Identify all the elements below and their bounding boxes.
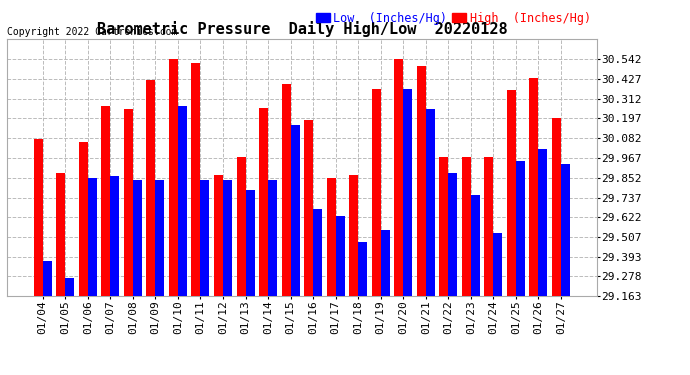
Bar	[484, 158, 493, 296]
Bar	[561, 164, 570, 296]
Bar	[290, 125, 299, 296]
Bar	[358, 242, 367, 296]
Bar	[155, 180, 164, 296]
Bar	[268, 180, 277, 296]
Bar	[349, 175, 358, 296]
Bar	[462, 158, 471, 296]
Bar	[101, 106, 110, 296]
Bar	[133, 180, 142, 296]
Bar	[538, 149, 547, 296]
Bar	[246, 190, 255, 296]
Bar	[529, 78, 538, 296]
Bar	[493, 233, 502, 296]
Bar	[214, 175, 223, 296]
Bar	[43, 261, 52, 296]
Bar	[124, 110, 133, 296]
Bar	[403, 89, 413, 296]
Bar	[223, 180, 232, 296]
Bar	[178, 106, 187, 296]
Bar	[146, 80, 155, 296]
Bar	[335, 216, 345, 296]
Bar	[88, 178, 97, 296]
Bar	[169, 60, 178, 296]
Bar	[304, 120, 313, 296]
Bar	[79, 142, 88, 296]
Legend: Low  (Inches/Hg), High  (Inches/Hg): Low (Inches/Hg), High (Inches/Hg)	[316, 12, 591, 25]
Bar	[507, 90, 516, 296]
Bar	[448, 173, 457, 296]
Bar	[372, 89, 381, 296]
Text: Copyright 2022 Cartronics.com: Copyright 2022 Cartronics.com	[7, 27, 177, 37]
Bar	[326, 178, 335, 296]
Bar	[552, 118, 561, 296]
Bar	[237, 158, 246, 296]
Bar	[381, 230, 390, 296]
Bar	[191, 63, 201, 296]
Bar	[313, 209, 322, 296]
Bar	[110, 176, 119, 296]
Bar	[259, 108, 268, 296]
Bar	[471, 195, 480, 296]
Bar	[66, 278, 75, 296]
Bar	[57, 173, 66, 296]
Bar	[282, 84, 290, 296]
Bar	[34, 139, 43, 296]
Bar	[394, 60, 403, 296]
Bar	[201, 180, 210, 296]
Bar	[417, 66, 426, 296]
Bar	[516, 161, 525, 296]
Bar	[426, 110, 435, 296]
Bar	[440, 158, 449, 296]
Title: Barometric Pressure  Daily High/Low  20220128: Barometric Pressure Daily High/Low 20220…	[97, 21, 507, 37]
